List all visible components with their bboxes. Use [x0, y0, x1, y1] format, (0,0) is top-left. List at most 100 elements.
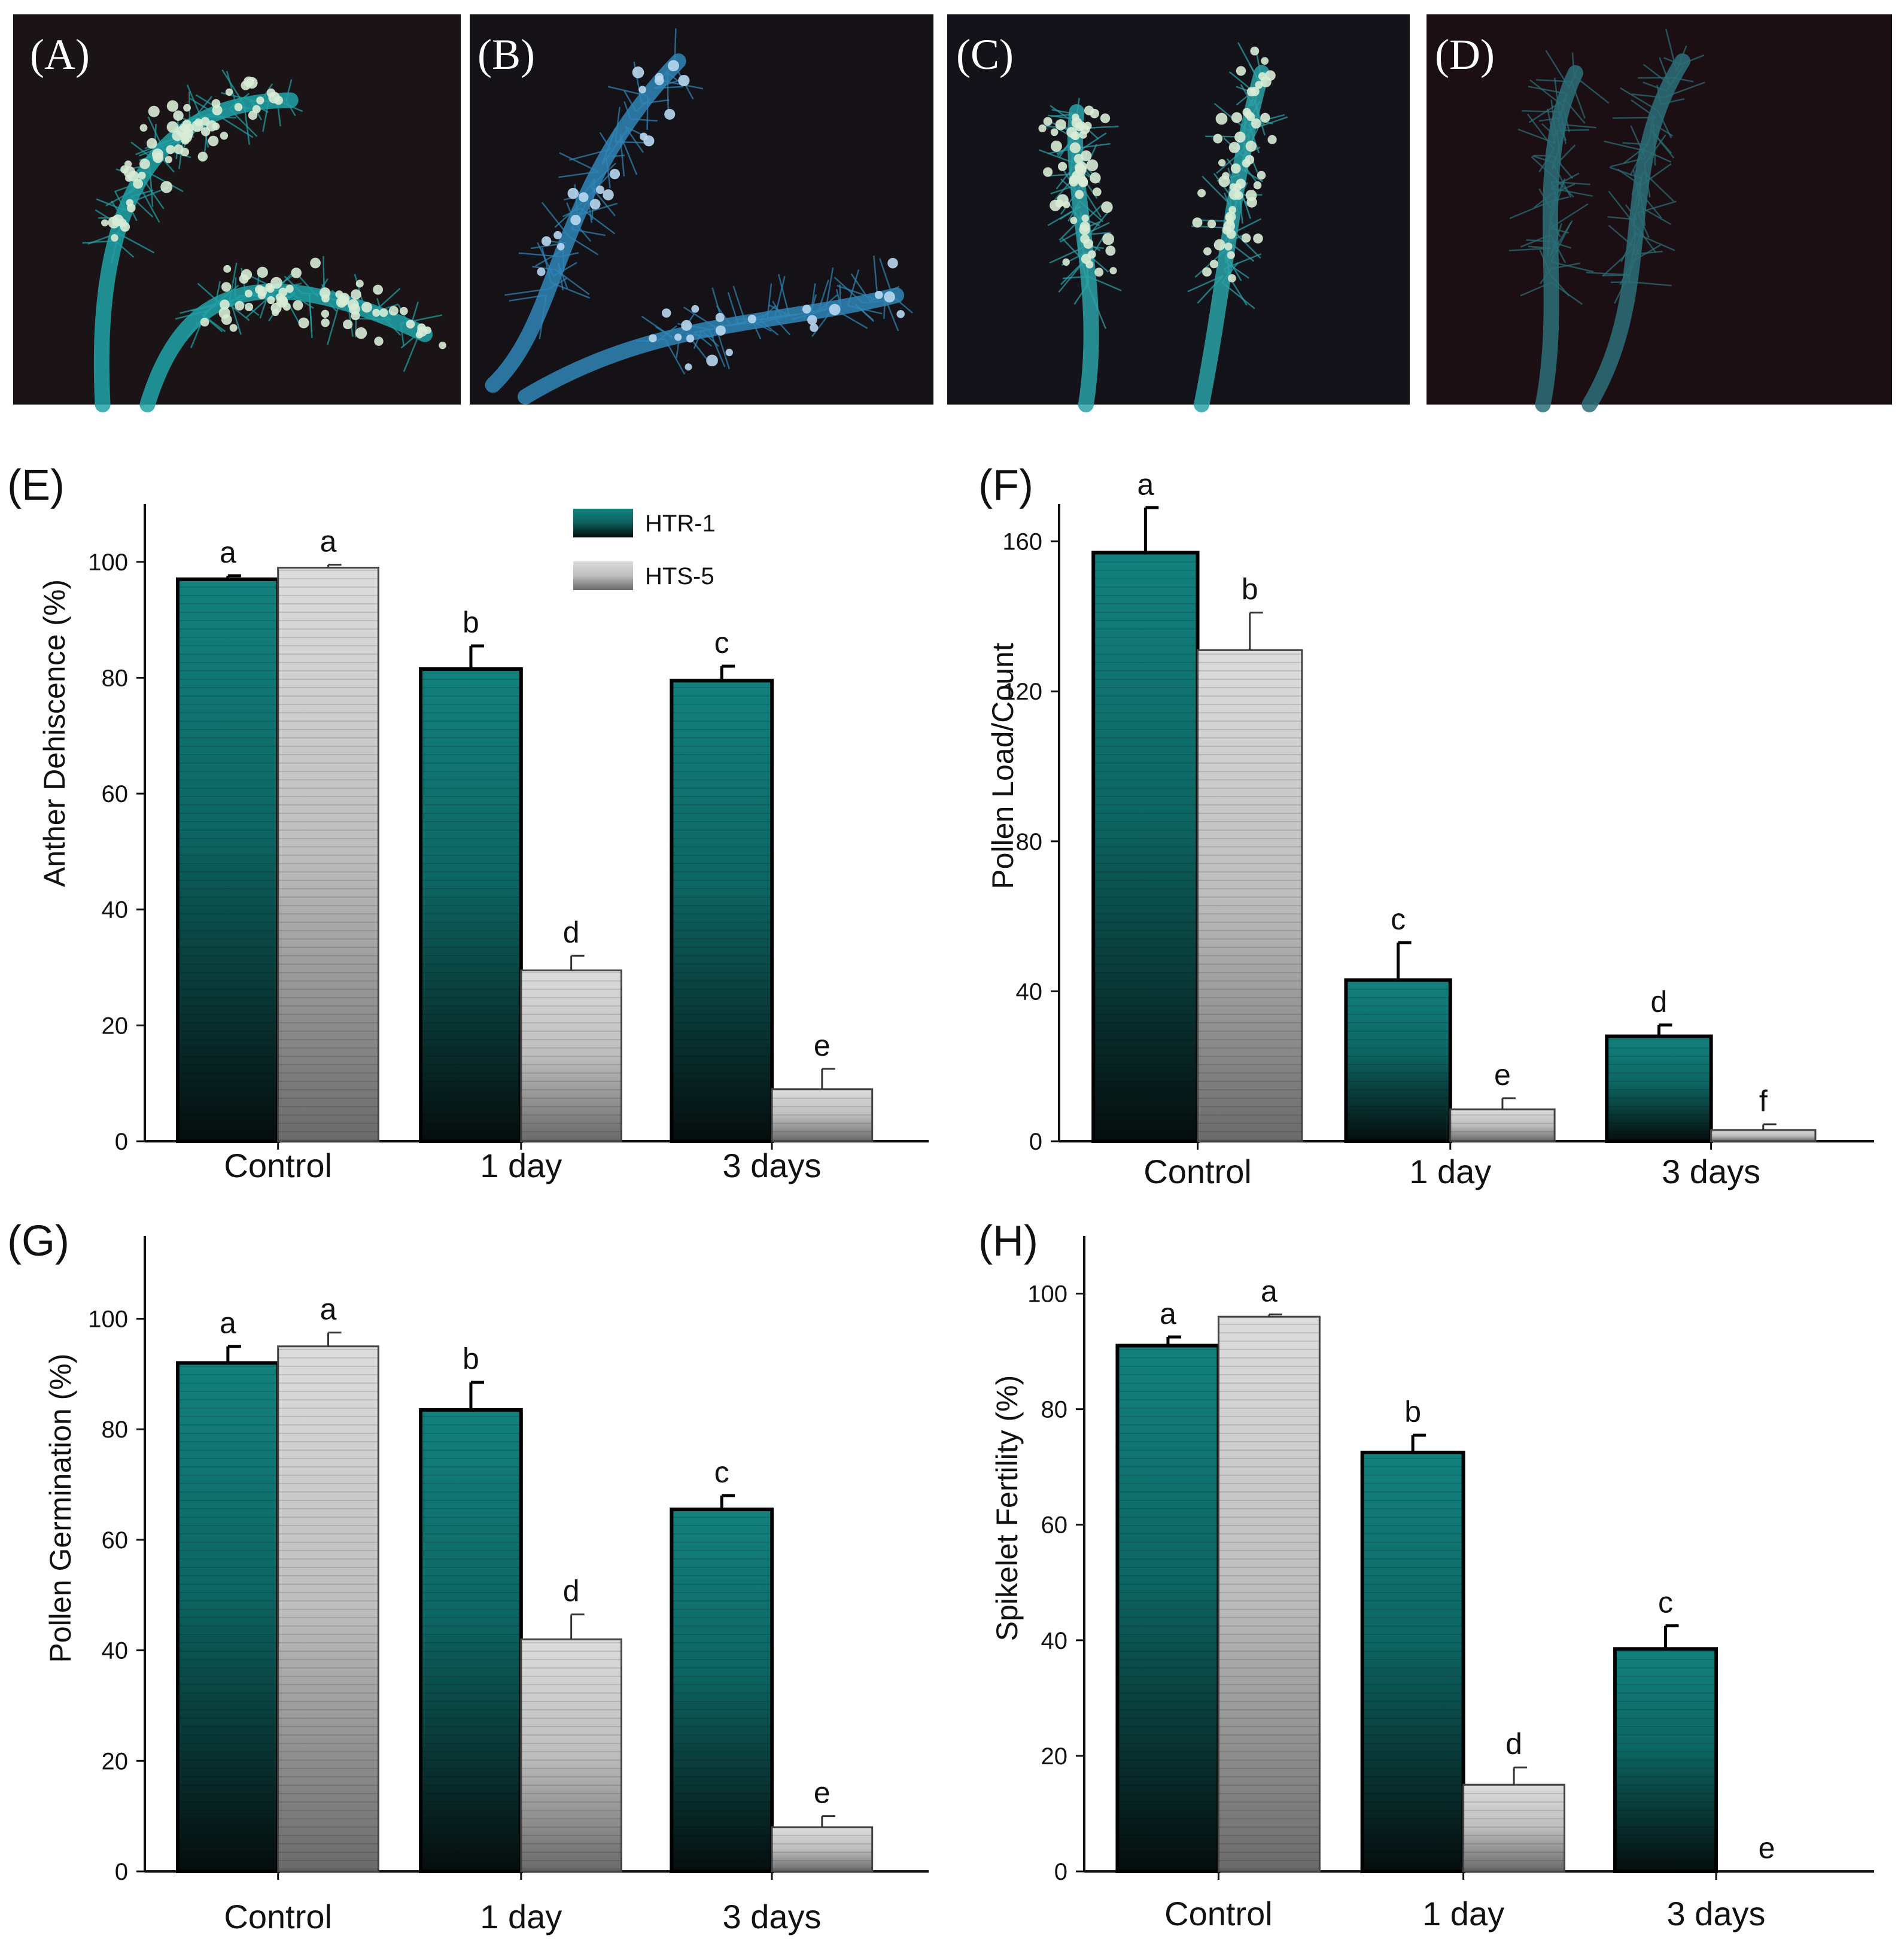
pollen-grain: [643, 135, 655, 147]
pollen-grain: [1105, 245, 1116, 256]
stigma-image-d: [1508, 28, 1705, 412]
stigma-hair: [297, 274, 318, 297]
stigma-hair: [1254, 99, 1260, 118]
pollen-grain: [1250, 87, 1260, 96]
significance-letter: d: [563, 916, 580, 949]
stigma-hair: [180, 302, 220, 314]
stigma-hair: [1247, 116, 1288, 132]
pollen-grain: [662, 308, 671, 318]
pollen-grain: [361, 302, 372, 313]
pollen-grain: [1050, 199, 1062, 211]
stigma-hair: [1631, 233, 1644, 269]
pollen-grain: [678, 74, 690, 87]
pollen-grain: [1245, 141, 1257, 152]
pollen-grain: [1100, 113, 1111, 123]
significance-letter: e: [1494, 1058, 1511, 1092]
significance-letter: b: [463, 606, 479, 639]
y-tick-label: 0: [115, 1129, 128, 1155]
pollen-grain: [166, 100, 179, 112]
y-tick-label: 80: [1016, 829, 1043, 855]
x-tick-label: 3 days: [1662, 1153, 1760, 1190]
pollen-grain: [291, 268, 302, 278]
legend: HTR-1 HTS-5: [573, 509, 716, 590]
stigma-hair: [1067, 200, 1081, 222]
stigma-hair: [811, 308, 834, 338]
stigma-hair: [774, 317, 791, 336]
plot-area: 0 20 40 60 80 100 Control a a 1 day b d 3 days c e: [1027, 1236, 1874, 1932]
stigma-hair: [777, 273, 790, 316]
stigma-hair: [1632, 169, 1640, 199]
stigma-hair: [752, 320, 772, 332]
stigma-hair: [1622, 142, 1648, 145]
stigma-hair: [1571, 81, 1586, 119]
stigma-hair: [883, 297, 886, 319]
pollen-grain: [1258, 72, 1267, 81]
pollen-grain: [1070, 217, 1078, 224]
chart-spikelet-fertility: (H) Spikelet Fertility (%) 0 20 40 60 80 100 C…: [978, 1217, 1874, 1932]
pollen-grain: [1038, 124, 1047, 133]
stigma-hair: [1547, 214, 1552, 257]
stigma-hair: [1631, 99, 1657, 118]
stigma-hair: [1638, 205, 1671, 225]
significance-letter: d: [1505, 1727, 1522, 1761]
pollen-grain: [1202, 267, 1212, 277]
pollen-grain: [120, 222, 130, 232]
x-tick-label: Control: [224, 1147, 332, 1184]
pollen-grain: [166, 145, 175, 154]
pollen-grain: [244, 289, 253, 297]
stigma-hair: [1663, 81, 1705, 99]
pollen-grain: [884, 291, 895, 303]
stigma-hair: [1643, 81, 1667, 92]
stigma-hair: [1509, 200, 1551, 220]
photo-d-background: [1427, 14, 1892, 405]
stigma-hair: [624, 126, 644, 153]
y-tick-label: 0: [115, 1859, 128, 1885]
pollen-grain: [200, 117, 210, 126]
significance-letter: e: [814, 1776, 831, 1810]
stigma-hair: [1075, 132, 1107, 154]
stigma-hair: [1557, 93, 1568, 123]
pollen-grain: [1231, 112, 1242, 123]
stigma-hair: [141, 177, 165, 209]
stigma-hair: [1550, 234, 1567, 264]
pollen-grain: [747, 314, 757, 324]
photo-panel-b: (B): [470, 14, 933, 405]
stigma-hair: [554, 200, 585, 228]
bar-texture: [772, 1089, 872, 1141]
pollen-grain: [336, 296, 347, 308]
pollen-grain: [1043, 117, 1053, 126]
pollen-grain: [321, 318, 330, 327]
stigma-hair: [534, 249, 564, 267]
stigma-hair: [1187, 275, 1224, 293]
pollen-grain: [138, 171, 146, 180]
pollen-grain: [685, 363, 692, 371]
stigma-hair: [683, 306, 717, 329]
bar-texture: [178, 579, 278, 1141]
pollen-grain: [139, 124, 148, 132]
pollen-grain: [1192, 217, 1203, 228]
stigma-hair: [1556, 130, 1561, 165]
pollen-grain: [173, 110, 184, 121]
stigma-hair: [285, 79, 293, 101]
stigma-hair: [1059, 206, 1081, 220]
pollen-grain: [180, 147, 190, 157]
significance-letter: b: [463, 1342, 479, 1376]
stigma-hair: [1573, 75, 1610, 104]
stigma-hair: [1620, 233, 1637, 262]
pollen-grain: [596, 186, 605, 195]
stigma-hair: [1550, 196, 1570, 202]
stigma-hair: [1552, 162, 1572, 198]
pollen-grain: [235, 300, 245, 311]
stigma-hair: [1607, 216, 1637, 221]
stigma-hair: [532, 266, 556, 271]
pollen-grain: [1081, 150, 1092, 162]
pollen-grain: [256, 96, 264, 105]
pollen-grain: [609, 169, 621, 180]
stigma-hair: [1620, 87, 1659, 112]
pollen-grain: [1245, 189, 1257, 201]
pollen-grain: [1242, 108, 1251, 117]
chart-anther-dehiscence: (E) Anther Dehiscence (%) 0 20 40 60 80 100 Co…: [7, 461, 929, 1184]
pollen-grain: [208, 135, 219, 147]
stigma-hair: [1632, 199, 1640, 227]
